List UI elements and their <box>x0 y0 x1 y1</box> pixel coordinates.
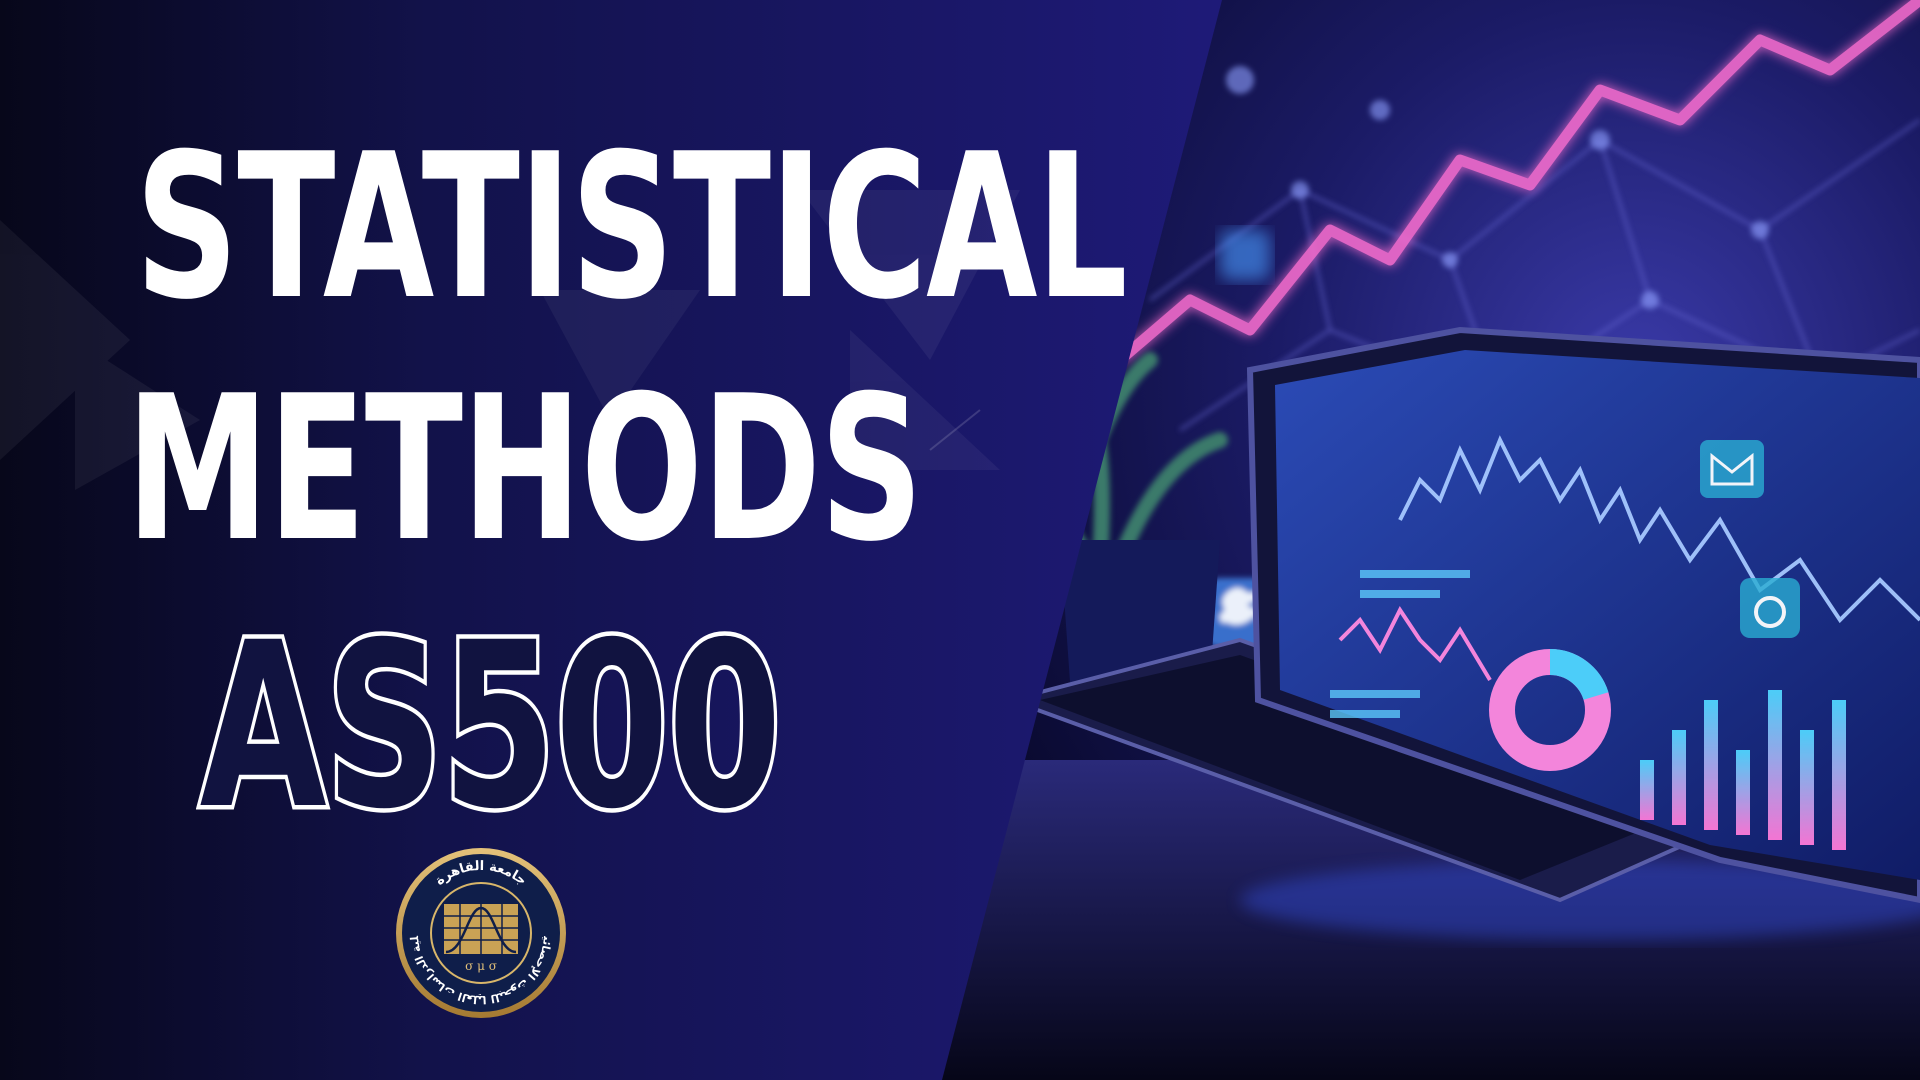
seal-symbols: σ μ σ <box>465 959 497 973</box>
title-line-2: METHODS <box>126 353 923 586</box>
course-code: AS500 <box>196 593 785 859</box>
mail-icon <box>1700 440 1764 498</box>
tiktok-icon <box>1740 578 1800 638</box>
donut-chart <box>1489 648 1611 771</box>
title-line-1: STATISTICAL <box>135 111 1128 344</box>
university-seal-logo: جامعة القاهرة كلية الدراسات العليا للبحو… <box>394 846 566 1018</box>
